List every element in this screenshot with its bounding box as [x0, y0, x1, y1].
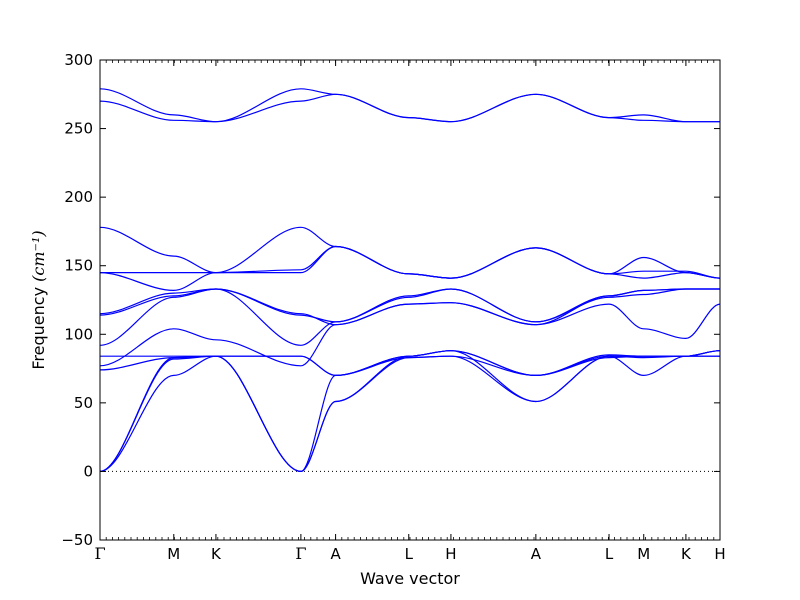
plot-frame	[99, 59, 721, 541]
phonon-branch-5	[100, 350, 721, 377]
kpoint-label-8: A	[531, 545, 542, 563]
y-axis-label: Frequency (cm⁻¹)	[29, 230, 48, 369]
y-tick-label-3: 50	[74, 394, 93, 412]
phonon-branch-14	[99, 88, 720, 123]
y-tick-label-6: 200	[64, 188, 93, 206]
y-axis-label-text: Frequency	[29, 282, 48, 370]
kpoint-label-6: L	[405, 545, 414, 563]
y-tick-label-4: 100	[64, 325, 93, 343]
y-tick-label-1: −50	[61, 531, 93, 549]
y-axis-label-unit: (cm⁻¹)	[29, 230, 48, 281]
kpoint-label-11: K	[681, 545, 692, 563]
x-axis-label: Wave vector	[360, 569, 460, 588]
kpoint-label-12: H	[714, 545, 725, 563]
y-tick-label-7: 250	[64, 120, 93, 138]
kpoint-label-1: Γ	[94, 544, 105, 563]
phonon-branch-12	[99, 226, 721, 279]
kpoint-label-3: K	[211, 545, 222, 563]
kpoint-label-10: M	[637, 545, 650, 563]
kpoint-label-5: A	[330, 545, 341, 563]
y-tick-label-2: 0	[83, 462, 93, 480]
y-tick-layer: −50 0 50 100 150 200 250 300	[61, 51, 720, 549]
kpoint-label-7: H	[445, 545, 456, 563]
series-layer	[99, 88, 721, 473]
kpoint-label-4: Γ	[295, 544, 306, 563]
kpoint-label-2: M	[167, 545, 180, 563]
phonon-branch-9	[99, 288, 720, 326]
y-tick-label-5: 150	[64, 257, 93, 275]
y-tick-label-8: 300	[64, 51, 93, 69]
kpoint-label-9: L	[605, 545, 614, 563]
